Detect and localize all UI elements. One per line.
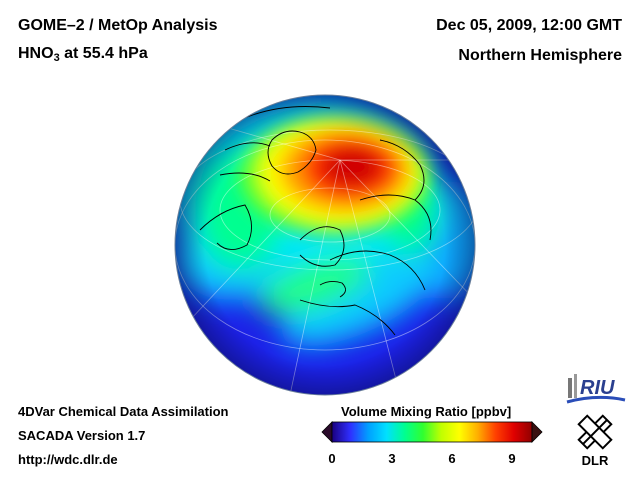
dlr-logo-text: DLR (582, 453, 609, 468)
colorbar-tick-label: 6 (448, 451, 456, 466)
colorbar-title: Volume Mixing Ratio [ppbv] (341, 404, 512, 419)
colorbar-tick-label: 9 (508, 451, 516, 466)
footer-version: SACADA Version 1.7 (18, 428, 146, 443)
species-subscript: 3 (53, 52, 60, 64)
hemisphere-label: Northern Hemisphere (458, 47, 622, 64)
species-name: HNO (18, 45, 54, 62)
footer-url: http://wdc.dlr.de (18, 452, 118, 467)
globe-field (175, 95, 475, 395)
colorbar-tick-label: 0 (328, 451, 336, 466)
hno3-globe-map (174, 94, 476, 396)
colorbar-gradient (331, 421, 533, 443)
riu-logo-text: RIU (580, 377, 615, 399)
globe-outline (174, 94, 476, 396)
species-level-title: HNO3 at 55.4 hPa (18, 45, 148, 67)
colorbar-over-arrow (531, 421, 543, 443)
colorbar-tick-label: 3 (388, 451, 396, 466)
title-line1: GOME–2 / MetOp Analysis (18, 17, 218, 34)
analysis-date: Dec 05, 2009, 12:00 GMT (436, 17, 622, 34)
dlr-logo: DLR (577, 414, 613, 468)
riu-logo: RIU (566, 374, 626, 404)
pressure-level: at 55.4 hPa (59, 45, 148, 62)
colorbar-under-arrow (321, 421, 333, 443)
colorbar (321, 421, 543, 443)
footer-assimilation: 4DVar Chemical Data Assimilation (18, 404, 229, 419)
